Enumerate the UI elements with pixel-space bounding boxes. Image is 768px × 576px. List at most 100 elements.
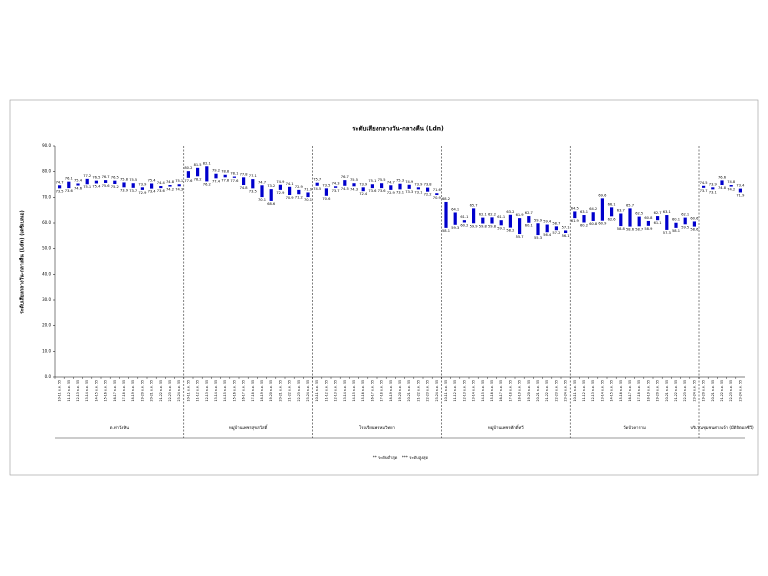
x-tick-label: 17-18 ธ.ค. 55: [637, 380, 641, 401]
data-label: 55.3: [534, 236, 542, 240]
data-label: 76.2: [203, 182, 211, 186]
range-bar: [656, 216, 660, 221]
data-label: 73.9: [138, 182, 147, 186]
x-tick-label: 14-15 ธ.ค. 55: [223, 380, 227, 401]
x-tick-label: 22-23 ธ.ค. 55: [426, 380, 430, 401]
y-tick-label: 80.0: [42, 169, 51, 174]
data-label: 65.7: [470, 203, 478, 207]
data-label: 73.6: [65, 189, 74, 193]
range-bar: [398, 183, 402, 190]
range-bar: [389, 185, 393, 190]
data-label: 58.1: [672, 229, 680, 233]
data-label: 72.2: [424, 193, 432, 197]
data-label: 64.2: [589, 207, 597, 211]
range-bar: [711, 187, 715, 190]
group-label: หมู่บ้านเพชรศักดิ์ทวี: [488, 424, 524, 431]
x-tick-label: 16-17 ธ.ค. 55: [242, 380, 246, 401]
range-bar: [85, 178, 89, 185]
x-tick-label: 13-14 ธ.ค. 55: [85, 380, 89, 401]
y-tick-label: 90.0: [42, 143, 51, 148]
data-label: 73.6: [157, 189, 166, 193]
range-bar: [324, 188, 328, 196]
data-label: 73.5: [56, 189, 64, 193]
range-bar: [462, 220, 466, 223]
data-label: 74.6: [74, 187, 83, 191]
range-bar: [76, 183, 80, 186]
x-tick-label: 19-20 ธ.ค. 55: [527, 380, 531, 401]
data-label: 60.8: [589, 222, 598, 226]
range-bar: [278, 184, 282, 190]
x-tick-label: 21-22 ธ.ค. 55: [416, 380, 420, 401]
data-label: 74.7: [387, 180, 395, 184]
data-label: 75.5: [129, 178, 137, 182]
y-tick-label: 40.0: [42, 271, 51, 276]
data-label: 76.7: [341, 175, 349, 179]
data-label: 58.7: [635, 227, 643, 231]
data-label: 76.1: [65, 177, 73, 181]
x-tick-label: 13-14 ธ.ค. 55: [600, 380, 604, 401]
range-bar: [159, 186, 163, 189]
range-bar: [600, 198, 604, 221]
range-bar: [140, 187, 144, 190]
x-tick-label: 18-19 ธ.ค. 55: [646, 380, 650, 401]
data-label: 75.1: [83, 185, 91, 189]
range-bar: [453, 212, 457, 225]
data-label: 75.4: [74, 178, 83, 182]
data-label: 74.2: [166, 188, 174, 192]
data-label: 73.9: [359, 182, 368, 186]
data-label: 58.6: [626, 228, 635, 232]
data-label: 73.8: [424, 183, 433, 187]
range-bar: [131, 183, 135, 188]
range-bar: [352, 183, 356, 187]
data-label: 73.7: [129, 189, 137, 193]
range-bar: [610, 207, 614, 217]
data-label: 62.6: [608, 217, 617, 221]
x-tick-label: 11-12 ธ.ค. 55: [324, 380, 328, 401]
data-label: 77.2: [83, 174, 91, 178]
data-label: 81.5: [194, 163, 202, 167]
data-label: 56.1: [562, 234, 570, 238]
x-tick-label: 19-20 ธ.ค. 55: [398, 380, 402, 401]
range-bar: [416, 187, 420, 190]
range-bar: [499, 220, 503, 226]
y-tick-label: 20.0: [42, 323, 51, 328]
data-label: 74.8: [240, 186, 249, 190]
data-label: 61.9: [516, 213, 525, 217]
range-bar: [674, 222, 678, 228]
data-label: 78.1: [230, 172, 238, 176]
data-label: 73.6: [378, 189, 387, 193]
data-label: 75.5: [350, 178, 358, 182]
data-label: 77.6: [230, 179, 239, 183]
legend-label: ** ระดับต่ำสุด: [373, 455, 398, 461]
range-bar: [186, 171, 190, 178]
data-label: 76.6: [718, 175, 727, 179]
data-label: 73.1: [709, 190, 717, 194]
data-label: 74.8: [727, 180, 736, 184]
data-label: 62.1: [479, 213, 487, 217]
x-tick-label: 12-13 ธ.ค. 55: [205, 380, 209, 401]
data-label: 75.3: [396, 179, 404, 183]
x-tick-label: 18-19 ธ.ค. 55: [260, 380, 264, 401]
data-label: 74.5: [313, 187, 321, 191]
x-tick-label: 15-16 ธ.ค. 55: [490, 380, 494, 401]
x-tick-label: 23-24 ธ.ค. 55: [564, 380, 568, 401]
data-label: 73.2: [267, 184, 275, 188]
data-label: 74.3: [350, 187, 358, 191]
x-tick-label: 19-20 ธ.ค. 55: [656, 380, 660, 401]
data-label: 55.7: [516, 235, 524, 239]
y-tick-label: 30.0: [42, 297, 51, 302]
x-tick-label: 21-22 ธ.ค. 55: [545, 380, 549, 401]
x-tick-label: 21-22 ธ.ค. 55: [288, 380, 292, 401]
range-bar: [205, 166, 209, 182]
data-label: 76.7: [102, 175, 110, 179]
x-tick-label: 23-24 ธ.ค. 55: [738, 380, 742, 401]
range-bar: [251, 179, 255, 189]
x-tick-label: 17-18 ธ.ค. 55: [508, 380, 512, 401]
data-label: 59.3: [451, 226, 459, 230]
group-label: โรงเรียนพรหมวิทยา: [359, 425, 395, 430]
x-tick-label: 18-19 ธ.ค. 55: [518, 380, 522, 401]
range-bar: [646, 220, 650, 226]
data-label: 58.7: [552, 221, 560, 225]
data-label: 73.1: [414, 190, 422, 194]
